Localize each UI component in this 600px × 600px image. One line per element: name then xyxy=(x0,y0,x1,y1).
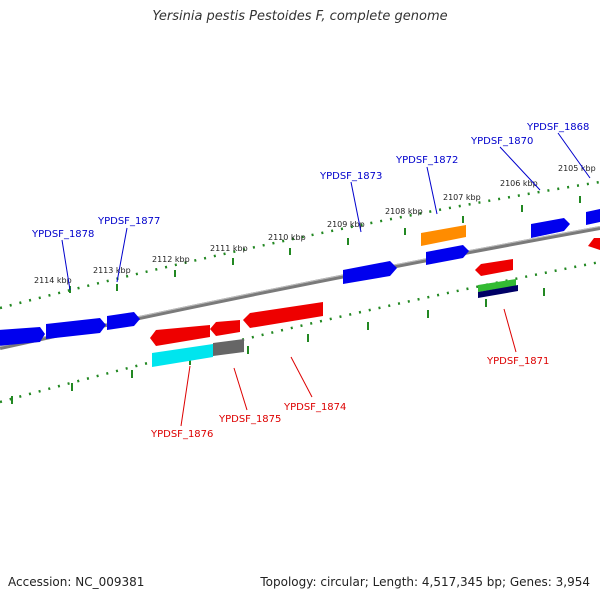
gene-arrow-forward xyxy=(46,318,106,339)
reverse-genes xyxy=(150,238,600,367)
gene-arrow-reverse xyxy=(243,302,323,328)
gene-label: YPDSF_1872 xyxy=(395,155,458,166)
gene-arrow-forward xyxy=(531,218,570,238)
tick-label: 2112 kbp xyxy=(152,255,190,264)
tick-label: 2114 kbp xyxy=(34,276,72,285)
gene-arrow-forward xyxy=(586,209,600,225)
kbp-tick-labels: 2114 kbp 2113 kbp 2112 kbp 2111 kbp 2110… xyxy=(34,164,596,285)
gene-label: YPDSF_1877 xyxy=(97,216,160,227)
gene-box-navy xyxy=(478,285,518,298)
tick-label: 2108 kbp xyxy=(385,207,423,216)
reverse-label-leaders xyxy=(180,308,517,427)
gene-label: YPDSF_1868 xyxy=(526,122,589,133)
gene-arrow-reverse xyxy=(150,325,210,346)
inner-major-ticks xyxy=(11,288,545,404)
gene-arrow-forward xyxy=(107,312,140,330)
gene-arrow-forward xyxy=(343,261,397,284)
gene-label: YPDSF_1874 xyxy=(283,402,346,413)
forward-gene-labels: YPDSF_1878 YPDSF_1877 YPDSF_1873 YPDSF_1… xyxy=(31,122,589,240)
accession-text: Accession: NC_009381 xyxy=(8,575,145,589)
forward-label-leaders xyxy=(61,132,591,291)
tick-label: 2109 kbp xyxy=(327,220,365,229)
tick-label: 2110 kbp xyxy=(268,233,306,242)
inner-tick-track xyxy=(0,260,600,404)
gene-label: YPDSF_1873 xyxy=(319,171,382,182)
gene-arrow-forward xyxy=(0,327,45,346)
gene-label: YPDSF_1876 xyxy=(150,429,213,440)
gene-label: YPDSF_1875 xyxy=(218,414,281,425)
tick-label: 2107 kbp xyxy=(443,193,481,202)
tick-label: 2113 kbp xyxy=(93,266,131,275)
gene-arrow-orange xyxy=(421,225,466,246)
gene-arrow-reverse xyxy=(588,238,600,250)
gene-label: YPDSF_1878 xyxy=(31,229,94,240)
reverse-gene-labels: YPDSF_1876 YPDSF_1875 YPDSF_1874 YPDSF_1… xyxy=(150,356,549,440)
tick-label: 2106 kbp xyxy=(500,179,538,188)
genome-summary: Topology: circular; Length: 4,517,345 bp… xyxy=(260,575,590,589)
gene-arrow-reverse xyxy=(210,320,240,336)
gene-box-gray xyxy=(213,339,244,356)
genome-title: Yersinia pestis Pestoides F, complete ge… xyxy=(152,9,448,24)
outer-major-ticks xyxy=(69,196,581,293)
tick-label: 2105 kbp xyxy=(558,164,596,173)
gene-arrow-forward xyxy=(426,245,469,265)
tick-label: 2111 kbp xyxy=(210,244,248,253)
forward-genes xyxy=(0,209,600,346)
gene-box-green xyxy=(478,279,516,292)
gene-box-cyan xyxy=(152,344,213,367)
gene-arrow-reverse xyxy=(475,259,513,276)
gene-label: YPDSF_1870 xyxy=(470,136,533,147)
gene-label: YPDSF_1871 xyxy=(486,356,549,367)
